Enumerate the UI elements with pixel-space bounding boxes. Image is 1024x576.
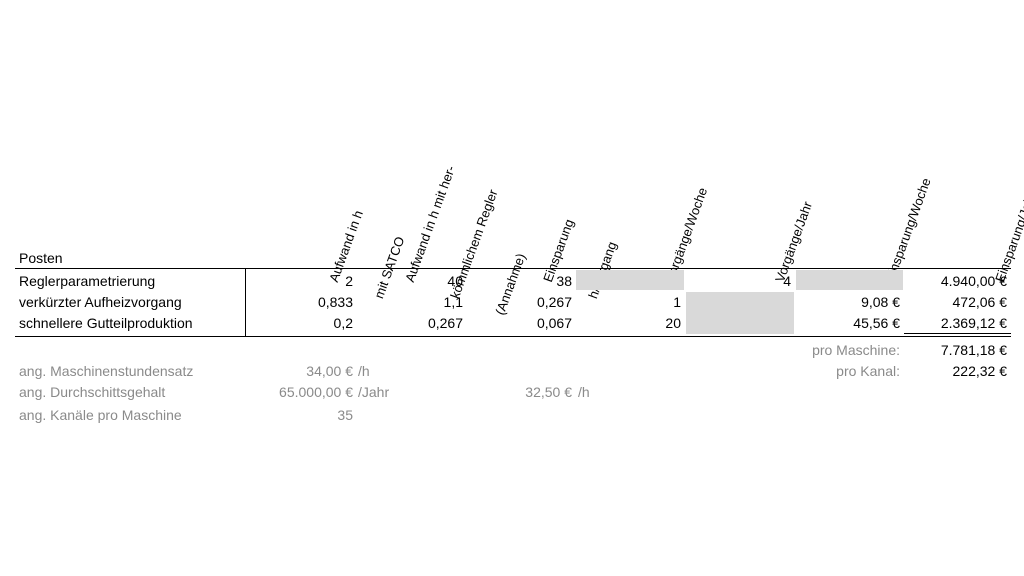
row-2-vorgaenge-woche: 1 — [673, 294, 681, 310]
shaded-cell-r1-einsparung-woche — [796, 270, 903, 290]
table-label-divider — [245, 268, 246, 336]
assumption-stundengehalt-value: 32,50 € — [525, 384, 572, 400]
row-2-einsparung-jahr: 472,06 € — [952, 294, 1008, 310]
assumption-durchschnittsgehalt-unit: /Jahr — [358, 384, 390, 400]
pro-kanal-value: 222,32 € — [952, 363, 1008, 379]
assumption-stundengehalt-unit: /h — [578, 384, 590, 400]
assumption-durchschnittsgehalt-value: 65.000,00 € — [279, 384, 353, 400]
row-2-einsparung-h: 0,267 — [536, 294, 572, 310]
table-bottom-border — [15, 336, 1011, 337]
assumption-maschinenstundensatz-label: ang. Maschinenstundensatz — [19, 363, 194, 379]
row-2-einsparung-woche: 9,08 € — [861, 294, 900, 310]
row-1-label: Reglerparametrierung — [19, 273, 156, 289]
row-1-einsparung-h: 38 — [556, 273, 572, 289]
row-1-aufwand-satco: 2 — [345, 273, 353, 289]
row-3-aufwand-herk: 0,267 — [427, 315, 463, 331]
assumption-maschinenstundensatz-value: 34,00 € — [306, 363, 353, 379]
row-3-einsparung-jahr: 2.369,12 € — [940, 315, 1007, 331]
table-top-border — [15, 268, 1011, 269]
row-3-label: schnellere Gutteilproduktion — [19, 315, 193, 331]
pro-maschine-value: 7.781,18 € — [940, 342, 1007, 358]
pro-kanal-label: pro Kanal: — [836, 363, 900, 379]
row-2-label: verkürzter Aufheizvorgang — [19, 294, 182, 310]
shaded-cell-r2r3-vorgaenge-jahr — [686, 292, 794, 334]
row-1-aufwand-herk: 40 — [447, 273, 463, 289]
row-3-vorgaenge-woche: 20 — [665, 315, 681, 331]
assumption-kanaele-value: 35 — [337, 407, 353, 423]
assumption-maschinenstundensatz-unit: /h — [358, 363, 370, 379]
row-3-aufwand-satco: 0,2 — [333, 315, 353, 331]
shaded-cell-r1-vorgaenge-woche — [576, 270, 684, 290]
assumption-durchschnittsgehalt-label: ang. Durchschittsgehalt — [19, 384, 166, 400]
pro-maschine-label: pro Maschine: — [812, 342, 900, 358]
row-3-einsparung-woche: 45,56 € — [853, 315, 900, 331]
row-2-aufwand-herk: 1,1 — [443, 294, 463, 310]
row-1-einsparung-jahr: 4.940,00 € — [940, 273, 1007, 289]
total-double-underline — [904, 333, 1011, 334]
header-posten: Posten — [19, 250, 63, 266]
row-2-aufwand-satco: 0,833 — [317, 294, 353, 310]
row-3-einsparung-h: 0,067 — [536, 315, 572, 331]
assumption-kanaele-label: ang. Kanäle pro Maschine — [19, 407, 182, 423]
row-1-vorgaenge-jahr: 4 — [783, 273, 791, 289]
